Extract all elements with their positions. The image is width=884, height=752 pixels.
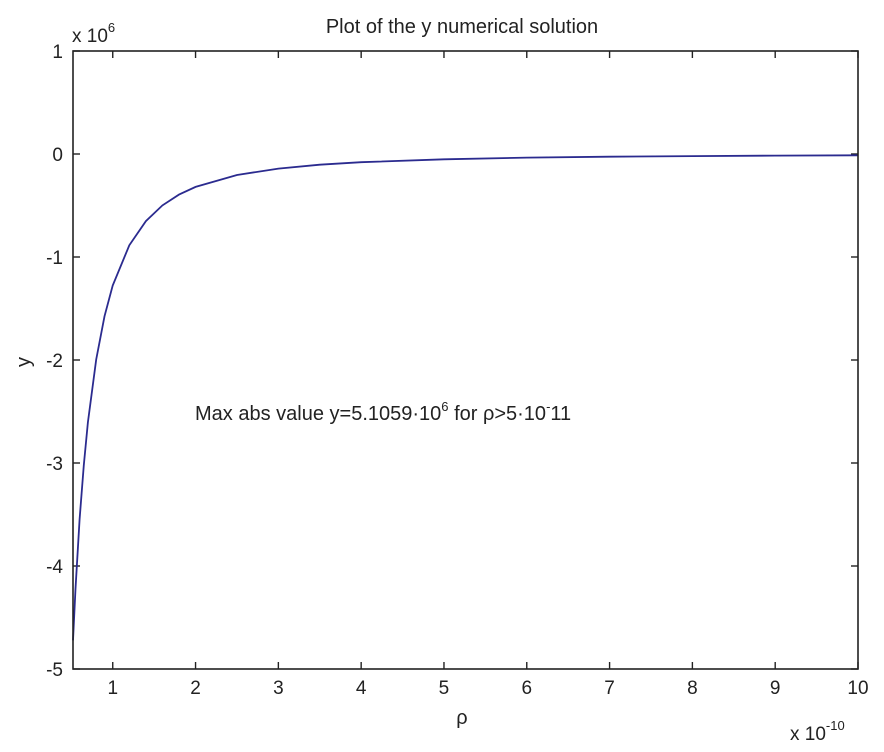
x-tick-label: 3 xyxy=(273,678,284,699)
x-tick-label: 8 xyxy=(687,678,698,699)
y-tick-label: -3 xyxy=(46,454,63,475)
y-tick-label: -1 xyxy=(46,248,63,269)
x-tick-label: 10 xyxy=(847,678,868,699)
x-tick-label: 7 xyxy=(604,678,615,699)
chart-title: Plot of the y numerical solution xyxy=(326,16,598,38)
x-tick-label: 6 xyxy=(521,678,532,699)
annotation: Max abs value y=5.1059·106 for ρ>5·10-11 xyxy=(195,399,571,425)
axes-box xyxy=(72,50,859,670)
x-tick-label: 5 xyxy=(439,678,450,699)
x-tick-label: 4 xyxy=(356,678,367,699)
y-tick-label: 0 xyxy=(52,145,63,166)
x-tick-label: 2 xyxy=(190,678,201,699)
y-tick-label: -4 xyxy=(46,557,63,578)
y-tick-label: -2 xyxy=(46,351,63,372)
y-multiplier: x 106 xyxy=(72,20,115,47)
x-multiplier: x 10-10 xyxy=(790,718,845,745)
x-tick-label: 9 xyxy=(770,678,781,699)
x-tick-label: 1 xyxy=(107,678,118,699)
series-line xyxy=(72,154,859,641)
y-tick-label: 1 xyxy=(52,42,63,63)
y-axis-label: y xyxy=(13,357,35,367)
x-axis-label: ρ xyxy=(456,707,467,729)
y-tick-label: -5 xyxy=(46,660,63,681)
